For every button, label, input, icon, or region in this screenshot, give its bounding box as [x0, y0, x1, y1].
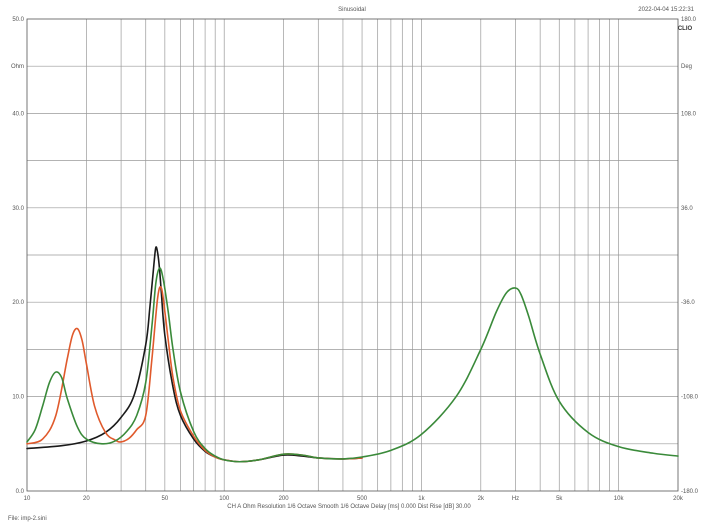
x-tick-label: 2k: [478, 496, 485, 502]
y-tick-label: 30.0: [12, 206, 24, 212]
series-line-1: [26, 246, 363, 463]
y2-tick-label: 36.0: [681, 206, 693, 212]
x-tick-label: 100: [219, 496, 230, 502]
x-tick-label: 20k: [673, 496, 684, 502]
file-name: File: imp-2.sini: [8, 516, 47, 522]
x-tick-label: Hz: [512, 496, 519, 502]
plot-frame: [26, 18, 679, 492]
series-layer: [26, 246, 679, 463]
tick-labels: 10 20 50 100 200 500 1k 2k Hz 5k 10k 20k 0.0 10.0 20.0…: [11, 17, 699, 502]
series-line-2: [26, 286, 363, 463]
y2-tick-label: 108.0: [681, 111, 697, 117]
x-tick-label: 1k: [418, 496, 425, 502]
y-tick-label: 0.0: [16, 489, 25, 495]
y2-tick-label: 180.0: [681, 17, 697, 23]
measurement-settings: CH A Ohm Resolution 1/6 Octave Smooth 1/…: [227, 504, 471, 510]
x-tick-label: 10: [24, 496, 31, 502]
y-tick-label: 20.0: [12, 300, 24, 306]
x-tick-label: 500: [357, 496, 368, 502]
clio-logo: CLIO: [678, 26, 693, 32]
x-tick-label: 200: [279, 496, 290, 502]
x-tick-label: 20: [83, 496, 90, 502]
y-tick-label: 50.0: [12, 17, 24, 23]
x-tick-label: 5k: [556, 496, 563, 502]
y-tick-label: 40.0: [12, 111, 24, 117]
grid: [27, 19, 678, 491]
series-line-3: [26, 267, 679, 463]
y2-tick-label: -180.0: [681, 489, 699, 495]
x-tick-label: 10k: [614, 496, 625, 502]
y-tick-label: Ohm: [11, 64, 24, 70]
timestamp: 2022-04-04 15:22:31: [638, 7, 694, 13]
y2-tick-label: -108.0: [681, 395, 699, 401]
chart-title: Sinusoidal: [338, 7, 366, 13]
y2-tick-label: -36.0: [681, 300, 695, 306]
y2-tick-label: Deg: [681, 64, 692, 70]
y-tick-label: 10.0: [12, 395, 24, 401]
x-tick-label: 50: [162, 496, 169, 502]
